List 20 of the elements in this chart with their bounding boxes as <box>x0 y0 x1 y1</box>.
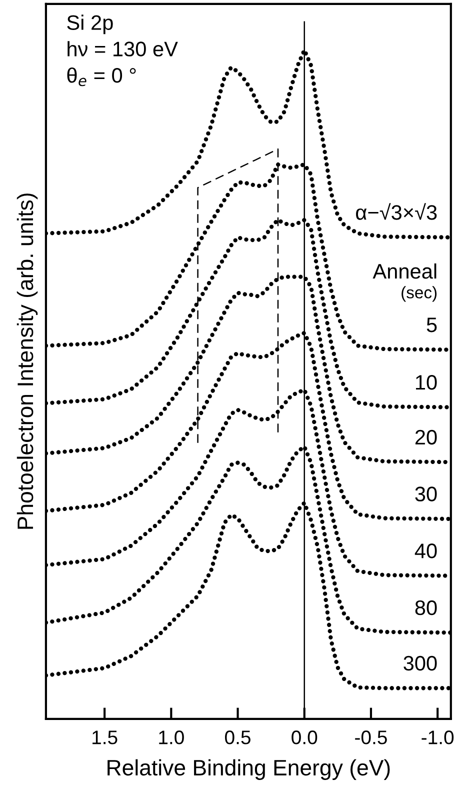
series-label: α−√3×√3 <box>356 203 437 220</box>
series-label: 30 <box>415 486 437 502</box>
series-label: 5 <box>426 318 437 332</box>
annotation: θ$_{e}$ = 0 ° <box>67 67 136 86</box>
y-axis-title: Photoelectron Intensity (arb. units) <box>16 194 38 529</box>
series-label: 80 <box>415 600 437 616</box>
x-axis-title: Relative Binding Energy (eV) <box>108 759 390 780</box>
x-tick-label: 1.5 <box>92 730 118 744</box>
legend-title: Anneal (sec) <box>372 263 437 302</box>
x-tick-label: -0.5 <box>355 730 387 744</box>
annotation: hν = 130 eV <box>68 41 178 56</box>
series-label: 40 <box>414 544 437 558</box>
series-label: 10 <box>416 374 437 390</box>
text: Si 2p <box>67 14 113 34</box>
x-tick-label: -1.0 <box>422 730 454 744</box>
series-label: 20 <box>415 430 437 445</box>
x-tick-label: 0.0 <box>292 730 318 744</box>
x-tick-label: 1.0 <box>159 730 184 744</box>
x-tick-label: 0.5 <box>225 730 250 744</box>
series-label: 300 <box>404 656 437 671</box>
